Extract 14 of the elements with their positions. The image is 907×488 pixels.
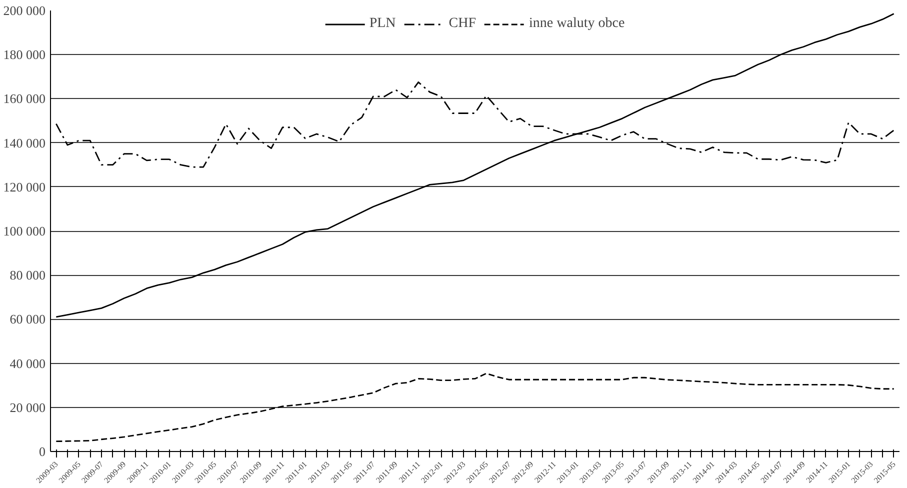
legend-label: PLN [369, 16, 396, 32]
legend-label: inne waluty obce [529, 16, 625, 32]
y-tick-label: 60 000 [10, 312, 46, 327]
y-tick-label: 140 000 [3, 135, 46, 150]
y-tick-label: 160 000 [3, 91, 46, 106]
y-tick-label: 20 000 [10, 400, 46, 415]
y-tick-label: 100 000 [3, 224, 46, 238]
y-tick-label: 180 000 [3, 47, 46, 62]
y-tick-label: 40 000 [10, 356, 46, 371]
y-tick-label: 80 000 [10, 268, 46, 283]
legend-label: CHF [448, 16, 476, 32]
y-tick-label: 0 [39, 444, 46, 459]
y-tick-label: 200 000 [3, 3, 46, 18]
y-tick-label: 120 000 [3, 179, 46, 194]
